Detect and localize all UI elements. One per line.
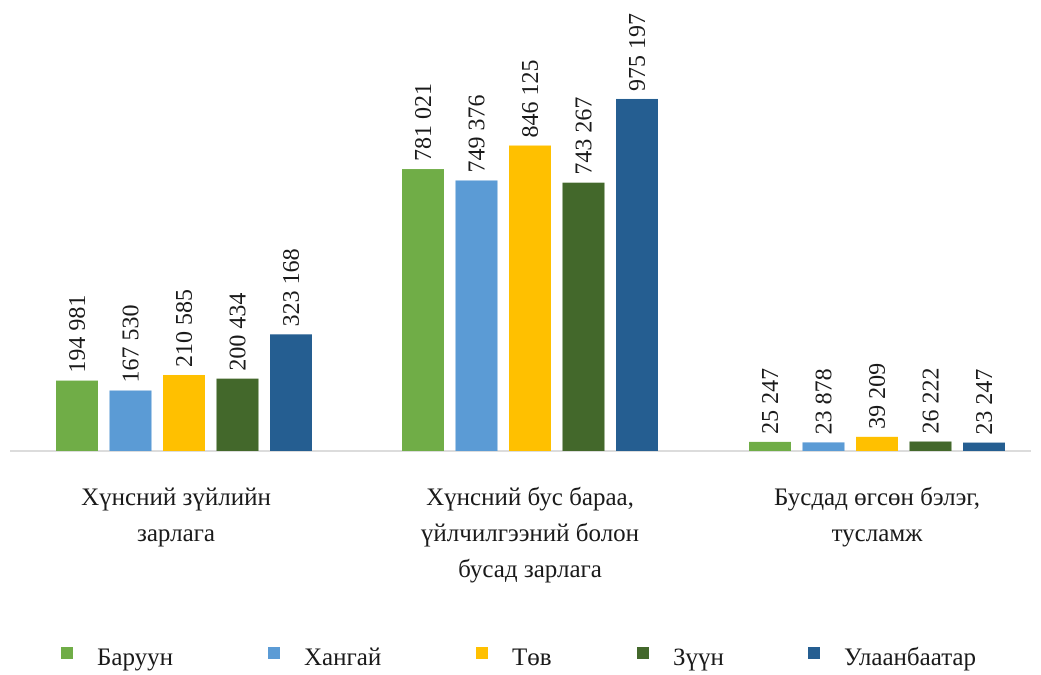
data-label: 210 585 <box>172 289 198 367</box>
legend-label: Баруун <box>97 644 173 671</box>
data-label: 743 267 <box>572 97 598 175</box>
legend-swatch <box>476 647 488 659</box>
data-label: 167 530 <box>119 305 145 383</box>
bar <box>802 442 845 451</box>
bar <box>856 436 898 451</box>
category-labels-group: Хүнсний зүйлийн зарлага Хүнсний бус бараа,… <box>81 484 980 583</box>
bar <box>749 441 791 451</box>
data-label: 39 209 <box>865 363 891 429</box>
bar <box>109 390 152 451</box>
data-label: 23 878 <box>812 368 838 434</box>
legend-swatch <box>61 647 73 659</box>
data-label: 846 125 <box>518 60 544 138</box>
bar <box>909 441 952 451</box>
data-label: 749 376 <box>465 94 491 172</box>
bars-group <box>56 98 1005 452</box>
bar <box>616 98 658 451</box>
bar <box>163 374 205 451</box>
category-label: тусламж <box>832 520 924 547</box>
data-label: 26 222 <box>919 368 945 434</box>
bar <box>455 180 498 451</box>
legend-label: Төв <box>512 644 552 671</box>
category-label: Хүнсний бус бараа, <box>426 484 634 511</box>
bar <box>963 442 1005 451</box>
legend-swatch <box>637 647 649 659</box>
category-label: зарлага <box>137 520 215 547</box>
bar <box>509 145 551 451</box>
legend-swatch <box>268 647 280 659</box>
legend-swatch <box>808 647 820 659</box>
bar <box>270 334 312 451</box>
legend-label: Улаанбаатар <box>844 644 976 671</box>
data-label: 323 168 <box>279 248 305 326</box>
data-label: 200 434 <box>226 293 252 371</box>
bar <box>56 380 98 451</box>
data-label: 194 981 <box>65 295 91 373</box>
bar <box>562 182 605 452</box>
legend-label: Зүүн <box>673 644 724 671</box>
data-label: 781 021 <box>411 83 437 161</box>
category-label: Бусдад өгсөн бэлэг, <box>774 484 980 511</box>
data-label: 23 247 <box>972 369 998 435</box>
bar <box>402 169 444 451</box>
legend: Баруун Хангай Төв Зүүн Улаанбаатар <box>61 644 976 671</box>
category-label: үйлчилгээний болон <box>421 520 639 547</box>
legend-label: Хангай <box>304 644 381 671</box>
value-labels-group: 194 981 781 021 25 247 167 530 749 376 23 878… <box>65 13 998 435</box>
data-label: 975 197 <box>625 13 651 91</box>
category-label: бусад зарлага <box>458 556 602 583</box>
category-label: Хүнсний зүйлийн <box>81 484 271 511</box>
bar <box>216 378 259 451</box>
data-label: 25 247 <box>758 368 784 434</box>
